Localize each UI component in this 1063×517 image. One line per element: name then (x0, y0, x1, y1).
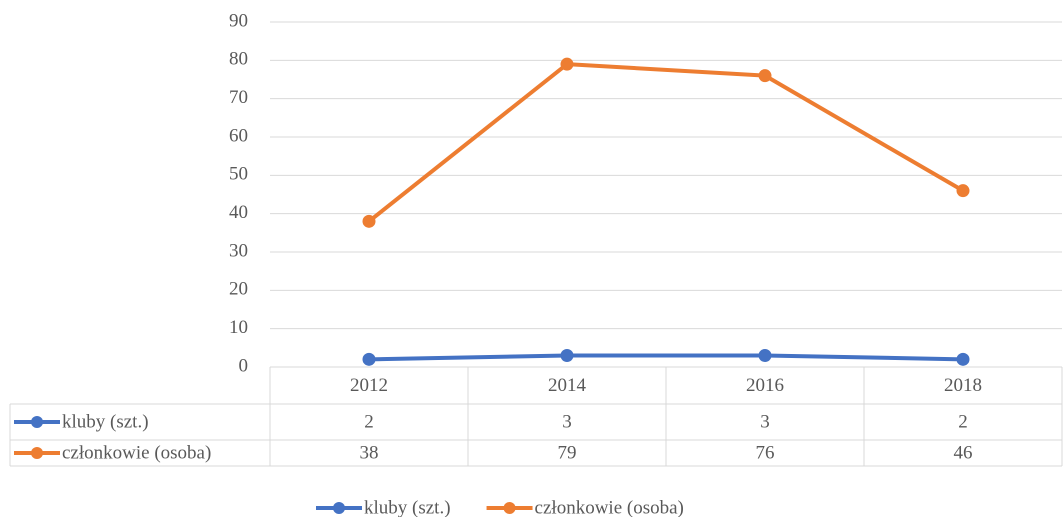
table-value: 3 (562, 411, 572, 432)
table-value: 79 (558, 442, 577, 463)
series-line (367, 62, 965, 224)
y-tick-label: 70 (229, 87, 248, 108)
table-value: 2 (364, 411, 374, 432)
table-row-label: członkowie (osoba) (62, 442, 211, 463)
y-tick-label: 90 (229, 10, 248, 31)
table-value: 3 (760, 411, 770, 432)
y-tick-label: 10 (229, 317, 248, 338)
y-tick-label: 20 (229, 279, 248, 300)
legend-label: kluby (szt.) (364, 497, 451, 517)
x-tick-label: 2016 (746, 375, 784, 396)
table-value: 2 (958, 411, 968, 432)
x-tick-label: 2014 (548, 375, 587, 396)
legend-marker (503, 502, 516, 514)
data-point (560, 349, 574, 362)
y-tick-label: 0 (239, 355, 249, 376)
y-tick-label: 80 (229, 49, 248, 70)
legend-marker (333, 502, 345, 514)
x-tick-label: 2012 (350, 375, 388, 396)
table-value: 76 (756, 442, 775, 463)
data-point (758, 69, 772, 83)
legend-label: członkowie (osoba) (535, 497, 684, 517)
x-tick-label: 2018 (944, 375, 982, 396)
table-value: 46 (954, 442, 973, 463)
table-value: 38 (360, 442, 379, 463)
legend-marker (31, 447, 43, 459)
y-tick-label: 60 (229, 125, 248, 146)
y-tick-label: 30 (229, 240, 248, 261)
table-row-label: kluby (szt.) (62, 411, 149, 432)
y-tick-label: 40 (229, 202, 248, 223)
legend-marker (31, 416, 43, 428)
series-line (367, 353, 965, 362)
data-point (956, 352, 970, 366)
data-point (362, 352, 376, 366)
data-point (758, 349, 772, 362)
data-point (956, 184, 970, 198)
data-point (362, 214, 376, 228)
y-tick-label: 50 (229, 164, 248, 185)
data-point (560, 57, 574, 71)
